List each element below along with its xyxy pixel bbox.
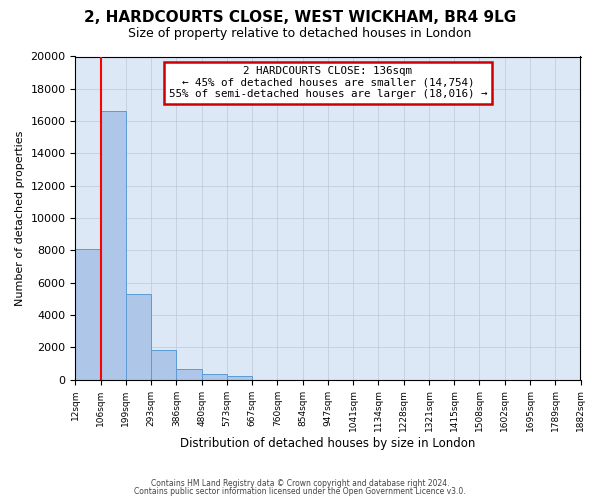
Text: Contains public sector information licensed under the Open Government Licence v3: Contains public sector information licen…	[134, 487, 466, 496]
Bar	[202, 374, 227, 380]
Bar	[176, 368, 202, 380]
Text: 2 HARDCOURTS CLOSE: 136sqm
← 45% of detached houses are smaller (14,754)
55% of : 2 HARDCOURTS CLOSE: 136sqm ← 45% of deta…	[169, 66, 487, 100]
Bar	[126, 294, 151, 380]
Bar	[151, 350, 176, 380]
Text: 2, HARDCOURTS CLOSE, WEST WICKHAM, BR4 9LG: 2, HARDCOURTS CLOSE, WEST WICKHAM, BR4 9…	[84, 10, 516, 25]
Bar	[227, 376, 252, 380]
Text: Size of property relative to detached houses in London: Size of property relative to detached ho…	[128, 28, 472, 40]
Text: Contains HM Land Registry data © Crown copyright and database right 2024.: Contains HM Land Registry data © Crown c…	[151, 478, 449, 488]
Bar	[76, 248, 101, 380]
X-axis label: Distribution of detached houses by size in London: Distribution of detached houses by size …	[180, 437, 476, 450]
Y-axis label: Number of detached properties: Number of detached properties	[15, 130, 25, 306]
Bar	[101, 112, 126, 380]
